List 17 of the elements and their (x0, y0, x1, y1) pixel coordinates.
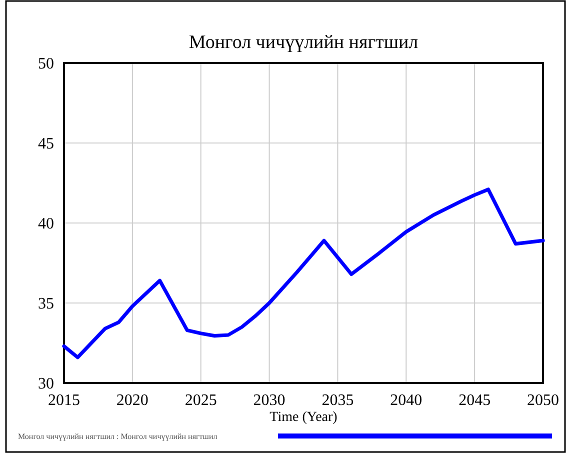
x-tick-label: 2020 (116, 392, 148, 409)
y-tick-label: 45 (38, 136, 54, 153)
line-series (62, 188, 545, 360)
y-tick-label: 50 (38, 56, 54, 73)
y-tick-label: 40 (38, 216, 54, 233)
x-tick-label: 2035 (322, 392, 354, 409)
x-tick-label: 2030 (253, 392, 286, 409)
x-tick-label: 2050 (527, 392, 559, 409)
y-tick-label: 30 (38, 376, 54, 393)
chart-title: Монгол чичүүлийн нягтшил (188, 32, 419, 53)
x-tick-label: 2025 (184, 392, 217, 409)
text: Монгол чичүүлийн нягтшил : Монгол чичүүлийн нягтшил (18, 432, 218, 441)
x-axis-title: Time (Year) (270, 410, 338, 425)
x-tick-label: 2015 (48, 392, 80, 409)
x-tick-label: 2040 (390, 392, 422, 409)
y-tick-label: 35 (38, 296, 54, 313)
x-tick-label: 2045 (458, 392, 491, 409)
